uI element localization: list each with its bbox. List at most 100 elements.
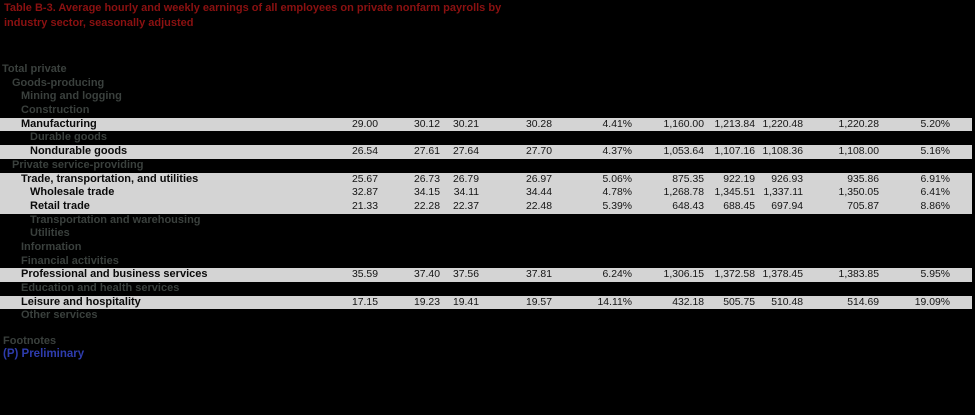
cell-value: 1,220.28 [838,118,879,130]
table-row: Manufacturing 29.00 30.12 30.21 30.28 4.41% 1,… [0,117,972,132]
cell-value: 1,383.85 [838,269,879,281]
cell-value: 22.37 [452,200,479,212]
table-row: Total private [0,63,972,77]
cell-value: 926.93 [771,173,803,185]
footnotes-heading: Footnotes [3,335,57,347]
cell-value: 19.41 [452,296,479,308]
table-row: Leisure and hospitality 17.15 19.23 19.41 19… [0,295,972,310]
table-row: Education and health services [0,282,972,296]
cell-value: 697.94 [771,200,803,212]
cell-value: 27.64 [452,146,479,158]
cell-value: 30.21 [452,118,479,130]
table-row: Construction [0,104,972,118]
cell-value: 34.44 [525,187,552,199]
cell-value: 19.23 [413,296,440,308]
cell-value: 26.73 [413,173,440,185]
footnotes-section: Footnotes (P) Preliminary [3,335,84,361]
cell-value: 4.41% [602,118,632,130]
cell-value: 26.79 [452,173,479,185]
cell-value: 8.86% [920,200,950,212]
row-label: Education and health services [21,282,180,294]
cell-value: 34.11 [453,187,479,199]
cell-value: 37.56 [452,269,479,281]
cell-value: 19.57 [525,296,552,308]
table-row: Private service-providing [0,159,972,173]
row-label: Mining and logging [21,90,122,103]
cell-value: 1,337.11 [763,187,803,199]
cell-value: 30.28 [525,118,552,130]
table-row: Other services [0,309,972,323]
table-row: Goods-producing [0,77,972,91]
cell-value: 1,268.78 [663,187,704,199]
cell-value: 37.40 [413,269,440,281]
cell-value: 1,378.45 [762,269,803,281]
row-label: Total private [2,63,67,75]
cell-value: 1,108.00 [838,146,879,158]
page-title: Table B-3. Average hourly and weekly ear… [4,2,502,29]
cell-value: 17.15 [351,296,378,308]
cell-value: 5.16% [920,146,950,158]
cell-value: 21.33 [351,200,378,212]
cell-value: 26.54 [351,146,378,158]
table-row: Financial activities [0,255,972,269]
cell-value: 4.78% [602,187,632,199]
table-row: Utilities [0,227,972,241]
cell-value: 34.15 [413,187,440,199]
cell-value: 1,220.48 [762,118,803,130]
row-label: Transportation and warehousing [30,213,201,226]
row-label: Utilities [30,227,70,240]
cell-value: 505.75 [723,296,755,308]
cell-value: 25.67 [351,173,378,185]
cell-value: 14.11% [597,296,632,308]
cell-value: 648.43 [672,200,704,212]
cell-value: 22.28 [413,200,440,212]
row-label: Financial activities [21,254,119,267]
cell-value: 27.70 [525,146,552,158]
table-row: Professional and business services 35.59 3… [0,268,972,282]
table-row: Information [0,241,972,255]
cell-value: 510.48 [771,296,803,308]
earnings-table: Total private Goods-producing Mining and l… [0,63,972,323]
cell-value: 1,372.58 [714,269,755,281]
cell-value: 32.87 [351,187,378,199]
row-label: Manufacturing [21,117,97,130]
row-label: Professional and business services [21,268,208,281]
cell-value: 37.81 [525,269,552,281]
cell-value: 5.20% [920,118,950,130]
row-label: Leisure and hospitality [21,295,141,308]
preliminary-footnote-link[interactable]: (P) Preliminary [3,348,85,360]
cell-value: 6.91% [920,173,950,185]
table-row: Wholesale trade 32.87 34.15 34.11 34.44 4.78%… [0,186,972,200]
row-label: Nondurable goods [30,145,128,158]
cell-value: 26.97 [525,173,552,185]
row-label: Goods-producing [12,76,105,89]
cell-value: 6.24% [602,269,632,281]
row-label: Construction [21,104,90,117]
cell-value: 935.86 [847,173,879,185]
table-row: Transportation and warehousing [0,214,972,228]
cell-value: 922.19 [723,173,755,185]
cell-value: 875.35 [672,173,704,185]
cell-value: 29.00 [351,118,378,130]
cell-value: 1,213.84 [714,118,755,130]
row-label: Retail trade [30,199,90,212]
cell-value: 688.45 [723,200,755,212]
row-label: Durable goods [30,131,108,144]
table-row: Durable goods [0,131,972,145]
cell-value: 1,108.36 [762,146,803,158]
cell-value: 432.18 [672,296,704,308]
cell-value: 35.59 [351,269,378,281]
cell-value: 705.87 [847,200,879,212]
cell-value: 22.48 [525,200,552,212]
cell-value: 4.37% [602,146,632,158]
table-row: Retail trade 21.33 22.28 22.37 22.48 5.39% 648… [0,199,972,214]
cell-value: 6.41% [920,187,950,199]
cell-value: 1,107.16 [714,146,755,158]
cell-value: 5.06% [602,173,632,185]
row-label: Wholesale trade [30,186,115,199]
cell-value: 1,345.51 [714,187,755,199]
cell-value: 5.95% [920,269,950,281]
cell-value: 1,306.15 [663,269,704,281]
cell-value: 5.39% [602,200,632,212]
cell-value: 27.61 [413,146,440,158]
